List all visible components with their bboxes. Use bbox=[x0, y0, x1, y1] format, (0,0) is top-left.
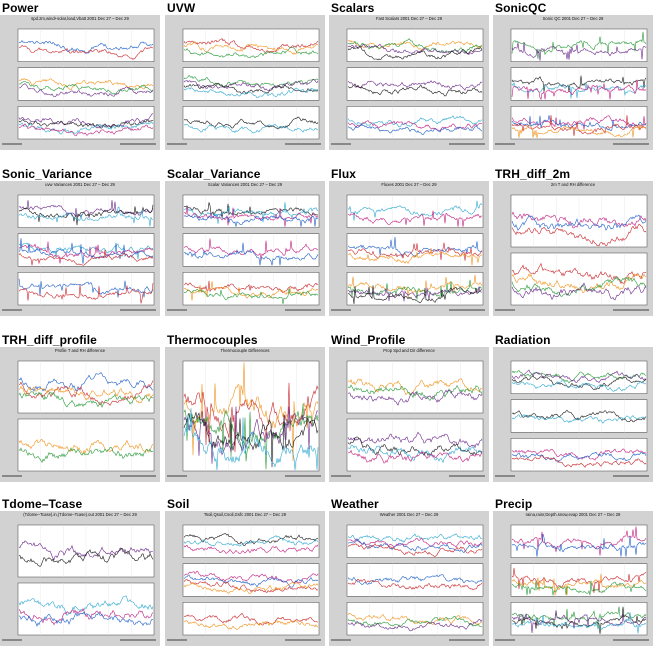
thumbnail-title[interactable]: Sonic_Variance bbox=[2, 167, 93, 181]
plot-graphic bbox=[331, 524, 485, 641]
thumbnail-title[interactable]: Precip bbox=[495, 497, 533, 511]
plot-caption: Sonic QC 2001 Dec 27 – Dec 29 bbox=[542, 16, 604, 21]
plot-caption: Scalar Variances 2001 Dec 27 – Dec 29 bbox=[207, 182, 283, 187]
plot-caption: Weather 2001 Dec 27 – Dec 29 bbox=[379, 512, 439, 517]
plot-thumbnail[interactable]: Thermocouple Differences bbox=[165, 347, 325, 482]
thumbnail-windprof[interactable]: Wind_Profile Prop Spd and Dir difference bbox=[329, 332, 491, 496]
thumbnail-title[interactable]: UVW bbox=[167, 1, 196, 15]
plot-thumbnail[interactable] bbox=[165, 15, 325, 150]
plot-thumbnail[interactable]: 2m T and RH difference bbox=[493, 181, 653, 316]
plot-thumbnail[interactable]: Sonic QC 2001 Dec 27 – Dec 29 bbox=[493, 15, 653, 150]
thumbnail-tdome[interactable]: Tdome–Tcase (Tdome–Tcase).in,(Tdome–Tcase… bbox=[0, 496, 162, 660]
plot-caption: Tsoil,Qsoil,Csoil,Gsfc 2001 Dec 27 – Dec… bbox=[203, 512, 287, 517]
plot-caption: Fluxes 2001 Dec 27 – Dec 29 bbox=[381, 182, 437, 187]
thumbnail-radiation[interactable]: Radiation bbox=[493, 332, 655, 496]
thumbnail-flux[interactable]: Flux Fluxes 2001 Dec 27 – Dec 29 bbox=[329, 166, 491, 330]
plot-graphic bbox=[167, 28, 321, 145]
thumbnail-title[interactable]: Power bbox=[2, 1, 39, 15]
plot-graphic bbox=[331, 360, 485, 477]
thumbnail-title[interactable]: TRH_diff_2m bbox=[495, 167, 571, 181]
plot-graphic bbox=[331, 28, 485, 145]
plot-thumbnail[interactable]: (Tdome–Tcase).in,(Tdome–Tcase).out 2001 … bbox=[0, 511, 160, 646]
thumbnail-soil[interactable]: Soil Tsoil,Qsoil,Csoil,Gsfc 2001 Dec 27 –… bbox=[165, 496, 327, 660]
plot-graphic bbox=[2, 360, 156, 477]
thumbnail-weather[interactable]: Weather Weather 2001 Dec 27 – Dec 29 bbox=[329, 496, 491, 660]
thumbnail-trhprof[interactable]: TRH_diff_profile Profile T and RH differe… bbox=[0, 332, 162, 496]
plot-graphic bbox=[167, 360, 321, 477]
plot-caption: Fast Scalars 2001 Dec 27 – Dec 29 bbox=[375, 16, 443, 21]
plot-thumbnail[interactable]: Fast Scalars 2001 Dec 27 – Dec 29 bbox=[329, 15, 489, 150]
plot-thumbnail[interactable]: spd.2m,wind+solar,load,Vbatt 2001 Dec 27… bbox=[0, 15, 160, 150]
thumbnail-power[interactable]: Power spd.2m,wind+solar,load,Vbatt 2001 D… bbox=[0, 0, 162, 164]
thumbnail-precip[interactable]: Precip raina,rainr,Depth.snow,evap 2001 D… bbox=[493, 496, 655, 660]
thumbnail-title[interactable]: Scalars bbox=[331, 1, 375, 15]
plot-thumbnail[interactable]: Profile T and RH difference bbox=[0, 347, 160, 482]
thumbnail-title[interactable]: Weather bbox=[331, 497, 379, 511]
plot-thumbnail[interactable]: Tsoil,Qsoil,Csoil,Gsfc 2001 Dec 27 – Dec… bbox=[165, 511, 325, 646]
plot-caption: uvw Variances 2001 Dec 27 – Dec 29 bbox=[45, 182, 115, 187]
thumbnail-trh2m[interactable]: TRH_diff_2m 2m T and RH difference bbox=[493, 166, 655, 330]
plot-caption: 2m T and RH difference bbox=[550, 182, 596, 187]
thumbnail-sonicqc[interactable]: SonicQC Sonic QC 2001 Dec 27 – Dec 29 bbox=[493, 0, 655, 164]
thumbnail-uvw[interactable]: UVW bbox=[165, 0, 327, 164]
plot-thumbnail[interactable] bbox=[493, 347, 653, 482]
thumbnail-title[interactable]: Radiation bbox=[495, 333, 551, 347]
plot-graphic bbox=[495, 28, 649, 145]
plot-graphic bbox=[495, 194, 649, 311]
plot-graphic bbox=[495, 360, 649, 477]
thumbnail-title[interactable]: TRH_diff_profile bbox=[2, 333, 97, 347]
plot-caption: (Tdome–Tcase).in,(Tdome–Tcase).out 2001 … bbox=[23, 512, 137, 517]
thumbnail-scalars[interactable]: Scalars Fast Scalars 2001 Dec 27 – Dec 29 bbox=[329, 0, 491, 164]
plot-caption: raina,rainr,Depth.snow,evap 2001 Dec 27 … bbox=[525, 512, 621, 517]
plot-graphic bbox=[495, 524, 649, 641]
plot-graphic bbox=[2, 28, 156, 145]
plot-graphic bbox=[167, 194, 321, 311]
plot-thumbnail[interactable]: Prop Spd and Dir difference bbox=[329, 347, 489, 482]
thumbnail-scalarvar[interactable]: Scalar_Variance Scalar Variances 2001 Dec… bbox=[165, 166, 327, 330]
thumbnail-title[interactable]: Scalar_Variance bbox=[167, 167, 261, 181]
thumbnail-title[interactable]: Thermocouples bbox=[167, 333, 258, 347]
thumbnail-title[interactable]: Soil bbox=[167, 497, 190, 511]
plot-caption: Profile T and RH difference bbox=[54, 348, 106, 353]
thumbnail-title[interactable]: Wind_Profile bbox=[331, 333, 406, 347]
plot-graphic bbox=[2, 524, 156, 641]
plot-caption: spd.2m,wind+solar,load,Vbatt 2001 Dec 27… bbox=[31, 16, 129, 21]
thumbnail-sonicvar[interactable]: Sonic_Variance uvw Variances 2001 Dec 27 … bbox=[0, 166, 162, 330]
plot-thumbnail[interactable]: Weather 2001 Dec 27 – Dec 29 bbox=[329, 511, 489, 646]
plot-thumbnail[interactable]: Fluxes 2001 Dec 27 – Dec 29 bbox=[329, 181, 489, 316]
plot-caption: Prop Spd and Dir difference bbox=[383, 348, 435, 353]
thumbnail-title[interactable]: Tdome–Tcase bbox=[2, 497, 83, 511]
thumbnail-thermo[interactable]: Thermocouples Thermocouple Differences bbox=[165, 332, 327, 496]
plot-thumbnail[interactable]: raina,rainr,Depth.snow,evap 2001 Dec 27 … bbox=[493, 511, 653, 646]
plot-graphic bbox=[2, 194, 156, 311]
plot-thumbnail[interactable]: Scalar Variances 2001 Dec 27 – Dec 29 bbox=[165, 181, 325, 316]
plot-graphic bbox=[331, 194, 485, 311]
plot-caption: Thermocouple Differences bbox=[220, 348, 270, 353]
plot-graphic bbox=[167, 524, 321, 641]
thumbnail-title[interactable]: SonicQC bbox=[495, 1, 547, 15]
thumbnail-title[interactable]: Flux bbox=[331, 167, 357, 181]
plot-thumbnail[interactable]: uvw Variances 2001 Dec 27 – Dec 29 bbox=[0, 181, 160, 316]
